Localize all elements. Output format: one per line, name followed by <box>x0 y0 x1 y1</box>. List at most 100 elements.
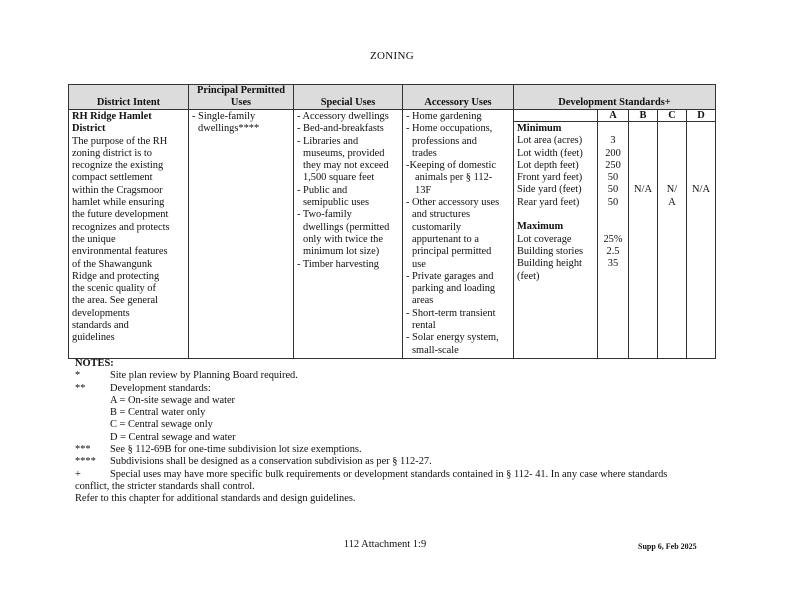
special-use-line: minimum lot size) <box>303 246 380 258</box>
spacer <box>690 172 712 184</box>
notes-continuation: conflict, the stricter standards shall c… <box>75 480 255 492</box>
district-intent-line: hamlet while ensuring <box>72 197 165 209</box>
district-intent-line: the unique <box>72 233 116 245</box>
note-text: Site plan review by Planning Board requi… <box>110 370 298 382</box>
header-principal-uses-line1: Principal Permitted <box>196 85 285 96</box>
district-name: RH Ridge Hamlet <box>72 111 152 122</box>
accessory-use-line: - Home gardening <box>406 111 482 122</box>
spacer <box>632 135 654 147</box>
standard-label: Rear yard feet) <box>517 196 580 208</box>
note-item: + Special uses may have more specific bul… <box>75 469 735 481</box>
note-text: Development standards: <box>110 382 211 394</box>
district-intent-line: zoning district is to <box>72 147 152 159</box>
standard-label: Lot area (acres) <box>517 135 583 147</box>
special-use-line: - Libraries and <box>297 135 359 147</box>
standards-labels-cell: Minimum Lot area (acres) Lot width (feet) L… <box>513 121 598 359</box>
accessory-use-line: - Private garages and <box>406 270 494 282</box>
district-intent-line: the area. See general <box>72 295 158 307</box>
standard-value-a: 250 <box>605 159 621 171</box>
note-marker <box>75 407 110 419</box>
note-text: C = Central sewage only <box>110 419 213 431</box>
spacer <box>661 123 683 135</box>
zoning-table: District Intent Principal Permitted Uses … <box>68 84 716 359</box>
accessory-use-line: - Home occupations, <box>406 123 493 135</box>
district-intent-line: the scenic quality of <box>72 283 156 295</box>
standard-value-d: N/A <box>692 184 710 196</box>
accessory-use-line: rental <box>412 320 436 332</box>
accessory-use-line: - Short-term transient <box>406 307 496 319</box>
district-name: District <box>72 123 106 135</box>
note-marker: ** <box>75 382 86 394</box>
spacer <box>690 160 712 172</box>
spacer <box>690 148 712 160</box>
note-marker <box>75 432 110 444</box>
district-intent-line: developments <box>72 307 130 319</box>
accessory-use-line: - Other accessory uses <box>406 197 500 209</box>
district-intent-line: recognizes and protects <box>72 221 170 233</box>
district-intent-line: the future development <box>72 209 169 221</box>
notes-section: NOTES: * Site plan review by Planning Boa… <box>75 358 735 506</box>
spacer <box>661 135 683 147</box>
standards-b-cell: N/A <box>628 121 658 359</box>
special-use-line: they may not exceed <box>303 160 389 172</box>
standard-value-a: 50 <box>607 184 619 196</box>
note-text: D = Central sewage and water <box>110 431 236 443</box>
standard-value-c: A <box>668 196 676 208</box>
note-marker: *** <box>75 444 91 456</box>
special-uses-cell: - Accessory dwellings - Bed-and-breakfast… <box>293 109 403 359</box>
footer-page-number: 112 Attachment 1:9 <box>343 539 427 550</box>
standard-label: Side yard (feet) <box>517 184 582 196</box>
accessory-use-line: professions and <box>412 135 477 147</box>
column-header-b: B <box>628 109 658 122</box>
standard-label: Lot coverage <box>517 233 572 245</box>
note-item: C = Central sewage only <box>75 419 735 431</box>
note-item: **** Subdivisions shall be designed as a … <box>75 456 735 468</box>
accessory-use-line: principal permitted <box>412 246 492 258</box>
standard-label: (feet) <box>517 270 540 282</box>
accessory-use-line: customarily <box>412 221 462 233</box>
note-item: B = Central water only <box>75 407 735 419</box>
district-intent-line: guidelines <box>72 332 115 344</box>
note-text: See § 112-69B for one-time subdivision l… <box>110 444 362 456</box>
column-header-c: C <box>657 109 687 122</box>
spacer <box>661 172 683 184</box>
spacer <box>632 123 654 135</box>
special-use-line: - Bed-and-breakfasts <box>297 123 384 135</box>
note-item: *** See § 112-69B for one-time subdivisio… <box>75 444 735 456</box>
column-header-d: D <box>686 109 716 122</box>
special-use-line: - Two-family <box>297 209 352 221</box>
accessory-use-line: trades <box>412 147 437 159</box>
note-marker: * <box>75 370 81 382</box>
district-intent-line: of the Shawangunk <box>72 258 153 270</box>
standards-d-cell: N/A <box>686 121 716 359</box>
spacer <box>661 148 683 160</box>
spacer <box>601 209 625 221</box>
note-text: Subdivisions shall be designed as a cons… <box>110 456 432 468</box>
spacer <box>690 123 712 135</box>
special-use-line: - Accessory dwellings <box>297 111 389 122</box>
principal-use-line: dwellings**** <box>198 123 260 135</box>
special-use-line: 1,500 square feet <box>303 172 375 184</box>
minimum-heading: Minimum <box>517 123 562 134</box>
note-marker: **** <box>75 456 96 468</box>
district-intent-line: environmental features <box>72 246 168 258</box>
special-use-line: dwellings (permitted <box>303 221 390 233</box>
spacer <box>632 148 654 160</box>
standard-value-c: N/ <box>666 184 678 196</box>
header-principal-uses-line2: Uses <box>230 97 252 108</box>
special-use-line: - Public and <box>297 184 348 196</box>
note-marker <box>75 395 110 407</box>
note-item: A = On-site sewage and water <box>75 395 735 407</box>
special-use-line: semipublic uses <box>303 197 370 209</box>
accessory-use-line: use <box>412 258 426 270</box>
accessory-use-line: parking and loading <box>412 283 496 295</box>
column-header-a: A <box>597 109 629 122</box>
standard-value-b: N/A <box>634 184 652 196</box>
district-intent-line: The purpose of the RH <box>72 135 168 147</box>
note-item: * Site plan review by Planning Board requ… <box>75 370 735 382</box>
note-item: ** Development standards: <box>75 383 735 395</box>
standard-value-a: 25% <box>603 233 623 245</box>
special-use-line: museums, provided <box>303 147 385 159</box>
special-use-line: only with twice the <box>303 233 383 245</box>
standard-value-a: 2.5 <box>606 245 620 257</box>
